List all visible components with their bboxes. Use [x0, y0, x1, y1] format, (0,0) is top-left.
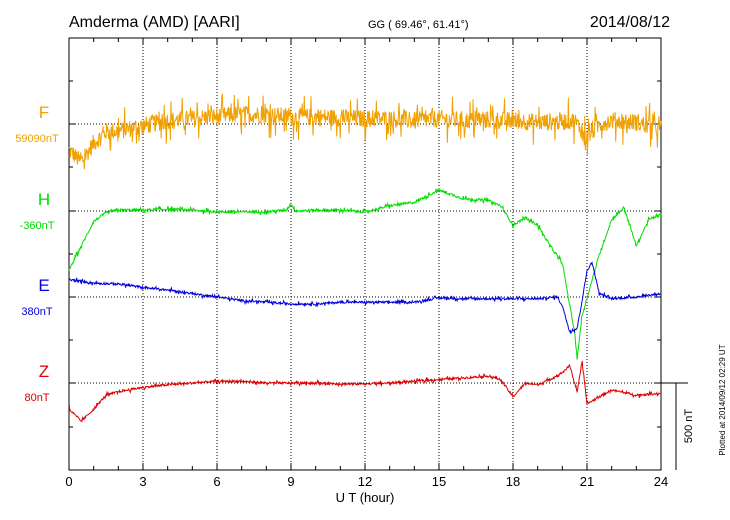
x-tick-label: 24 — [654, 474, 668, 489]
series-labels: F 59090nT H -360nT E 380nT Z 80nT — [15, 103, 59, 404]
series-name-z: Z — [39, 362, 49, 381]
series-baseline-z: 80nT — [24, 392, 49, 404]
plot-date: 2014/08/12 — [590, 14, 670, 31]
series-name-f: F — [39, 103, 49, 122]
x-tick-label: 3 — [139, 474, 146, 489]
series-line-h — [68, 187, 662, 360]
x-axis: 0 3 6 9 12 15 18 21 24 — [65, 38, 668, 489]
series-group — [68, 93, 662, 423]
series-line-z — [68, 360, 662, 423]
x-tick-label: 21 — [580, 474, 594, 489]
x-axis-label: U T (hour) — [336, 490, 395, 505]
x-tick-label: 15 — [432, 474, 446, 489]
station-coordinates: GG ( 69.46°, 61.41°) — [368, 19, 469, 31]
x-tick-label: 12 — [358, 474, 372, 489]
series-baseline-e: 380nT — [21, 306, 52, 318]
x-tick-label: 6 — [213, 474, 220, 489]
series-baseline-h: -360nT — [20, 220, 55, 232]
scale-bar-label: 500 nT — [683, 409, 695, 444]
x-tick-label: 0 — [65, 474, 72, 489]
series-line-f — [68, 93, 662, 170]
scale-bar: 500 nT — [661, 382, 695, 470]
series-baseline-f: 59090nT — [15, 133, 59, 145]
station-title: Amderma (AMD) [AARI] — [69, 14, 240, 31]
series-line-e — [68, 261, 662, 334]
series-name-e: E — [38, 276, 49, 295]
plotted-at-note: Plotted at 2014/09/12 02:29 UT — [718, 344, 727, 455]
series-name-h: H — [38, 190, 50, 209]
x-tick-label: 9 — [287, 474, 294, 489]
x-tick-label: 18 — [506, 474, 520, 489]
grid — [69, 38, 661, 470]
